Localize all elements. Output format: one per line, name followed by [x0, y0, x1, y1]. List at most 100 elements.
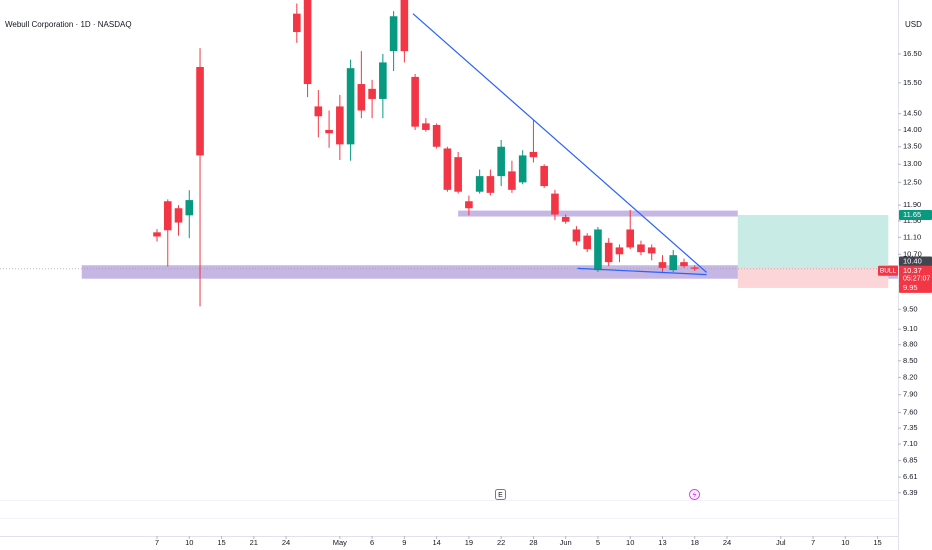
- ticker-tag: [878, 265, 898, 276]
- candle-body: [185, 200, 194, 216]
- price-label: 11.65: [903, 210, 921, 219]
- candle-body: [432, 125, 441, 147]
- y-tick-label: 6.39: [903, 488, 918, 497]
- ticker-label: BULL: [880, 268, 897, 275]
- dividend-bolt: [692, 490, 697, 499]
- candle-body: [680, 262, 688, 267]
- candle-body: [690, 267, 699, 269]
- y-tick-label: 15.50: [903, 78, 922, 87]
- x-tick-label: 13: [658, 538, 666, 547]
- x-tick-label: 24: [282, 538, 290, 547]
- y-tick-label: 14.50: [903, 109, 922, 118]
- y-tick-label: 7.60: [903, 408, 918, 417]
- x-tick-label: 22: [497, 538, 505, 547]
- position-target: [737, 214, 889, 268]
- y-tick-label: 16.50: [903, 49, 922, 58]
- x-tick-label: 19: [465, 538, 473, 547]
- candle-body: [540, 166, 548, 187]
- y-tick-label: 7.35: [903, 423, 918, 432]
- x-tick-label: 6: [370, 538, 374, 547]
- candle-body: [346, 68, 355, 145]
- x-tick-label: 10: [626, 538, 634, 547]
- y-tick-label: 9.50: [903, 304, 918, 313]
- y-tick-label: 6.85: [903, 456, 918, 465]
- candle-body: [379, 62, 387, 99]
- y-tick-label: 10.70: [903, 249, 922, 258]
- price-label: 10.37: [903, 266, 922, 275]
- earnings-label: E: [498, 492, 503, 499]
- candle-body: [454, 157, 462, 192]
- candle-body: [422, 123, 430, 130]
- price-label-box: [899, 256, 932, 267]
- candle-body: [594, 229, 602, 271]
- y-tick-label: 11.90: [903, 200, 921, 209]
- candle-body: [475, 176, 484, 192]
- x-tick-label: Jun: [560, 538, 572, 547]
- candle-body: [572, 229, 581, 242]
- candle-body: [336, 106, 344, 145]
- earnings-icon[interactable]: [495, 489, 506, 500]
- candle-body: [529, 151, 538, 158]
- x-tick-label: 7: [155, 538, 159, 547]
- price-label-box: [899, 282, 932, 293]
- y-tick-label: 8.20: [903, 372, 918, 381]
- candle-body: [368, 88, 376, 99]
- x-tick-label: 18: [691, 538, 699, 547]
- candle-body: [357, 84, 366, 111]
- price-label: 10.40: [903, 256, 922, 265]
- x-tick-label: May: [333, 538, 347, 547]
- x-tick-label: 10: [841, 538, 849, 547]
- candle-body: [411, 76, 419, 127]
- zone: [458, 210, 738, 217]
- x-tick-label: 28: [529, 538, 537, 547]
- x-tick-label: Jul: [776, 538, 786, 547]
- candle-body: [637, 244, 645, 253]
- y-tick-label: 14.00: [903, 125, 922, 134]
- candle-body: [389, 16, 398, 52]
- x-tick-label: 15: [873, 538, 881, 547]
- candle-body: [400, 0, 409, 52]
- currency-label: USD: [905, 20, 922, 29]
- x-tick-label: 7: [811, 538, 815, 547]
- candle-body: [518, 155, 527, 183]
- x-tick-label: 15: [217, 538, 225, 547]
- x-tick-label: 24: [723, 538, 731, 547]
- candle-body: [196, 67, 204, 156]
- candle-body: [647, 247, 656, 254]
- candle-body: [325, 129, 333, 134]
- y-tick-label: 7.90: [903, 390, 918, 399]
- candle-body: [443, 148, 452, 190]
- candle-body: [465, 201, 473, 209]
- candle-body: [153, 232, 161, 237]
- price-label-box: [899, 209, 932, 220]
- candle-body: [669, 255, 678, 271]
- y-tick-label: 11.50: [903, 216, 921, 225]
- candle-body: [497, 146, 505, 177]
- candle-body: [583, 235, 591, 250]
- candle-body: [163, 201, 172, 231]
- candle-body: [604, 242, 613, 263]
- trendline: [412, 13, 707, 273]
- trendline: [577, 267, 707, 276]
- y-tick-label: 13.50: [903, 142, 922, 151]
- y-tick-label: 11.10: [903, 232, 921, 241]
- price-label-box: [899, 265, 932, 284]
- y-tick-label: 12.50: [903, 177, 922, 186]
- plot-area: [0, 0, 898, 307]
- y-tick-label: 9.10: [903, 324, 918, 333]
- x-tick-label: 10: [185, 538, 193, 547]
- x-tick-label: 14: [432, 538, 440, 547]
- candle-body: [615, 247, 624, 255]
- y-tick-label: 7.10: [903, 439, 918, 448]
- candle-body: [293, 13, 301, 33]
- position-stop: [737, 267, 889, 288]
- price-label: 9.95: [903, 283, 918, 292]
- chart-title: Webull Corporation · 1D · NASDAQ: [5, 20, 132, 29]
- x-tick-label: 9: [402, 538, 406, 547]
- candle-body: [508, 171, 516, 190]
- candle-body: [658, 262, 667, 268]
- x-tick-label: 5: [596, 538, 600, 547]
- candle-body: [626, 229, 635, 248]
- y-tick-label: 13.00: [903, 159, 922, 168]
